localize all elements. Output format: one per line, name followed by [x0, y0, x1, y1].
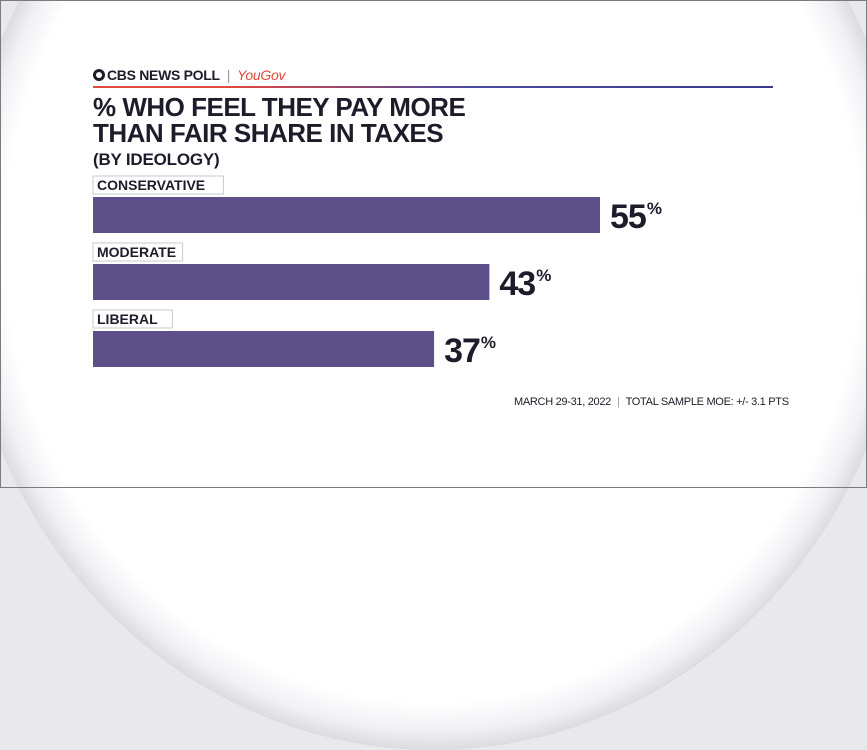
category-label-box [92, 309, 173, 329]
value-label: 55% [610, 198, 662, 236]
bar [93, 264, 490, 300]
poll-date: MARCH 29-31, 2022 [514, 396, 612, 408]
partner-name: YouGov [237, 67, 286, 83]
value-label: 43% [499, 265, 551, 303]
footnote: MARCH 29-31, 2022 | TOTAL SAMPLE MOE: +/- … [514, 396, 789, 408]
chart-subtitle: (BY IDEOLOGY) [93, 150, 220, 169]
category-label-box [92, 175, 224, 195]
bar-chart: CONSERVATIVE 55% MODERATE 43% LIBERAL 37% [92, 175, 663, 370]
category-label: LIBERAL [97, 311, 158, 327]
chart-title: % WHO FEEL THEY PAY MORE THAN FAIR SHARE… [93, 94, 693, 146]
bar [93, 197, 600, 233]
brand-line: CBS NEWS POLL | YouGov [93, 65, 773, 85]
bar [93, 331, 435, 367]
cbs-eye-icon [93, 69, 105, 81]
margin-of-error: TOTAL SAMPLE MOE: +/- 3.1 PTS [625, 396, 789, 408]
header-rule [93, 86, 773, 88]
title-line-2: THAN FAIR SHARE IN TAXES [93, 118, 444, 148]
category-label: MODERATE [97, 244, 176, 260]
chart-header: CBS NEWS POLL | YouGov % WHO FEEL THEY P… [93, 65, 773, 170]
brand-separator: | [226, 67, 231, 83]
category-label: CONSERVATIVE [97, 177, 205, 193]
category-label-box [92, 242, 184, 262]
value-label: 37% [444, 332, 496, 370]
title-line-1: % WHO FEEL THEY PAY MORE [93, 92, 466, 122]
brand-name: CBS NEWS POLL [107, 67, 220, 83]
footnote-separator: | [617, 396, 620, 408]
